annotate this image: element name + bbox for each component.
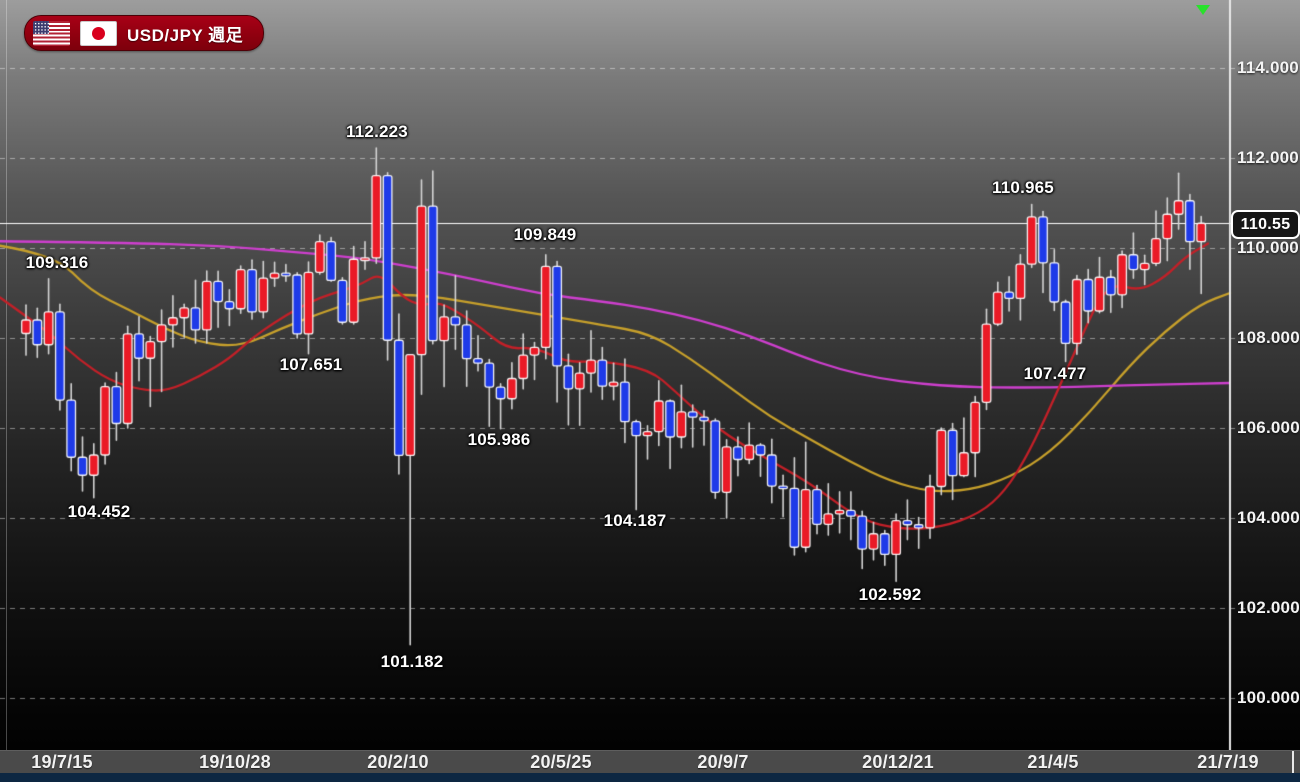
latest-bar-indicator-icon[interactable] [1196, 5, 1210, 15]
y-axis-label: 112.000 [1237, 148, 1299, 167]
x-axis-label: 20/9/7 [697, 752, 749, 772]
price-annotation: 107.651 [279, 355, 343, 374]
symbol-timeframe-label: USD/JPY 週足 [127, 25, 244, 45]
price-annotation: 112.223 [346, 122, 408, 141]
current-price-box: 110.55 [1231, 210, 1300, 239]
price-annotation: 109.849 [513, 225, 577, 244]
jp-flag-icon [80, 20, 117, 46]
price-annotation: 104.187 [603, 511, 667, 530]
axis-corner-divider [1292, 751, 1294, 774]
y-axis-label: 108.000 [1237, 328, 1300, 347]
y-axis-label: 104.000 [1237, 508, 1300, 527]
x-axis-label: 19/10/28 [199, 752, 271, 772]
x-axis-label: 21/4/5 [1027, 752, 1079, 772]
price-annotation: 101.182 [380, 652, 444, 671]
y-axis-label: 114.000 [1237, 58, 1299, 77]
x-axis-label: 19/7/15 [31, 752, 93, 772]
y-axis-label: 100.000 [1237, 688, 1300, 707]
y-axis-label: 106.000 [1237, 418, 1300, 437]
price-annotation: 104.452 [67, 502, 131, 521]
price-annotation: 105.986 [467, 430, 531, 449]
x-axis-label: 20/5/25 [530, 752, 592, 772]
bottom-status-strip [0, 773, 1300, 782]
symbol-badge[interactable]: USD/JPY 週足 [24, 15, 265, 51]
x-axis-label: 20/2/10 [367, 752, 429, 772]
price-annotation: 107.477 [1023, 364, 1087, 383]
x-axis-label: 21/7/19 [1197, 752, 1259, 772]
price-annotation: 110.965 [992, 178, 1054, 197]
y-axis-label: 110.000 [1237, 238, 1299, 257]
price-annotation: 109.316 [25, 253, 89, 272]
x-axis-label: 20/12/21 [862, 752, 934, 772]
candlestick-chart-canvas[interactable] [0, 0, 1300, 750]
y-axis-label: 102.000 [1237, 598, 1300, 617]
price-annotation: 102.592 [858, 585, 922, 604]
us-flag-icon [33, 20, 70, 46]
time-axis-bar[interactable]: 19/7/15 19/10/28 20/2/10 20/5/25 20/9/7 20/12… [0, 750, 1300, 774]
